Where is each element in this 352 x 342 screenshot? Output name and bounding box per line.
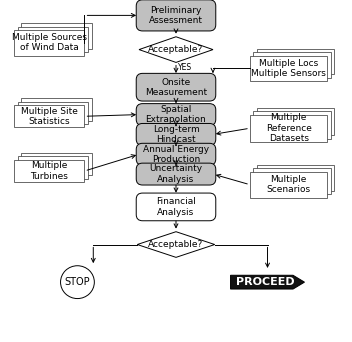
FancyBboxPatch shape: [257, 165, 334, 191]
Text: Preliminary
Assessment: Preliminary Assessment: [149, 6, 203, 25]
FancyBboxPatch shape: [18, 102, 88, 124]
FancyBboxPatch shape: [250, 55, 327, 81]
Text: Spatial
Extrapolation: Spatial Extrapolation: [146, 105, 206, 124]
FancyBboxPatch shape: [14, 30, 84, 55]
FancyBboxPatch shape: [257, 108, 334, 135]
FancyBboxPatch shape: [253, 111, 331, 139]
FancyBboxPatch shape: [21, 98, 92, 120]
FancyBboxPatch shape: [21, 153, 92, 175]
FancyBboxPatch shape: [136, 123, 216, 145]
Text: Uncertainty
Analysis: Uncertainty Analysis: [150, 165, 202, 184]
FancyBboxPatch shape: [18, 157, 88, 179]
FancyBboxPatch shape: [253, 168, 331, 194]
Polygon shape: [139, 37, 213, 63]
Text: Multiple Sources
of Wind Data: Multiple Sources of Wind Data: [12, 33, 87, 52]
Text: Financial
Analysis: Financial Analysis: [156, 197, 196, 216]
Text: PROCEED: PROCEED: [237, 277, 295, 287]
FancyBboxPatch shape: [257, 49, 334, 75]
Text: Multiple Locs
Multiple Sensors: Multiple Locs Multiple Sensors: [251, 59, 326, 78]
Text: STOP: STOP: [65, 277, 90, 287]
FancyBboxPatch shape: [14, 160, 84, 182]
FancyBboxPatch shape: [136, 193, 216, 221]
FancyBboxPatch shape: [250, 115, 327, 142]
FancyBboxPatch shape: [18, 27, 88, 52]
Text: Long-term
Hindcast: Long-term Hindcast: [153, 125, 199, 144]
FancyBboxPatch shape: [136, 74, 216, 101]
Circle shape: [61, 266, 94, 299]
Text: Onsite
Measurement: Onsite Measurement: [145, 78, 207, 97]
FancyBboxPatch shape: [14, 105, 84, 127]
Text: Multiple Site
Statistics: Multiple Site Statistics: [21, 107, 78, 126]
Text: Multiple
Scenarios: Multiple Scenarios: [266, 175, 311, 194]
FancyBboxPatch shape: [253, 52, 331, 78]
FancyBboxPatch shape: [136, 0, 216, 31]
FancyBboxPatch shape: [250, 172, 327, 198]
Text: Acceptable?: Acceptable?: [149, 240, 203, 249]
Text: Annual Energy
Production: Annual Energy Production: [143, 145, 209, 164]
Text: Multiple
Turbines: Multiple Turbines: [30, 161, 68, 181]
Polygon shape: [137, 232, 215, 258]
Text: YES: YES: [178, 63, 193, 71]
FancyBboxPatch shape: [136, 104, 216, 126]
FancyBboxPatch shape: [21, 23, 92, 49]
FancyBboxPatch shape: [136, 163, 216, 185]
Text: Multiple
Reference
Datasets: Multiple Reference Datasets: [266, 113, 312, 143]
FancyBboxPatch shape: [136, 143, 216, 165]
Text: Acceptable?: Acceptable?: [149, 45, 203, 54]
Polygon shape: [231, 275, 304, 289]
